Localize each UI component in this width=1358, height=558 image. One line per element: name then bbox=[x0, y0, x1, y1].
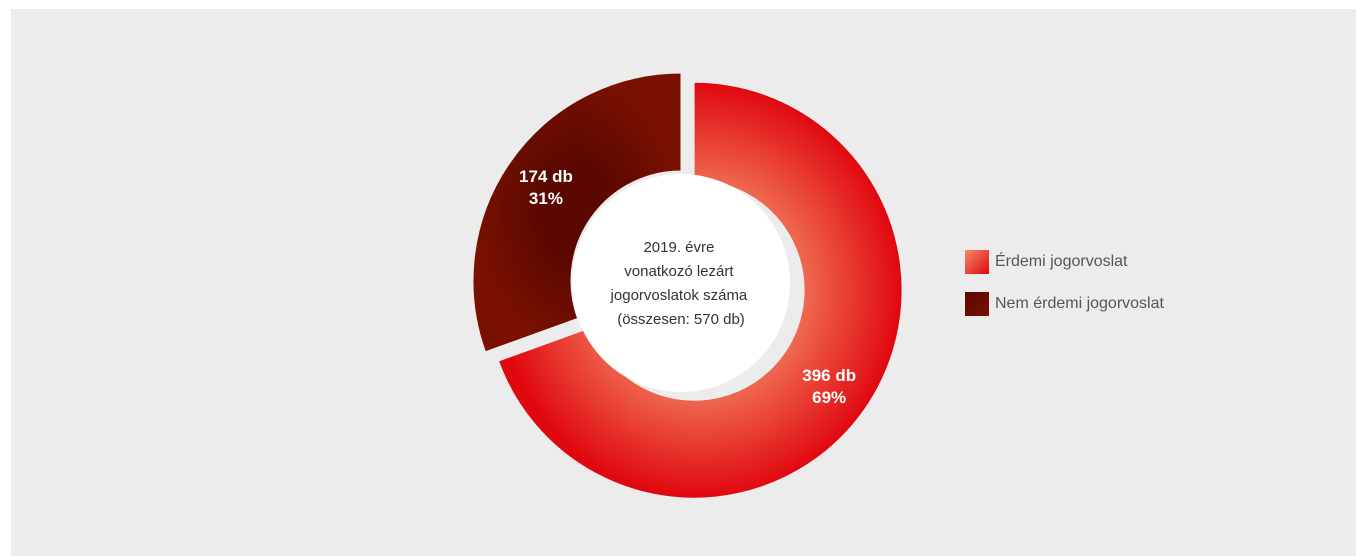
slice-erdemi bbox=[497, 81, 903, 499]
chart-panel: 2019. évre vonatkozó lezárt jogorvoslato… bbox=[11, 9, 1356, 556]
legend-swatch-erdemi bbox=[965, 249, 989, 274]
legend-item-erdemi: Érdemi jogorvoslat bbox=[965, 249, 1164, 274]
legend-swatch-nem-erdemi bbox=[965, 291, 989, 316]
center-line-3: jogorvoslatok száma bbox=[610, 287, 748, 304]
legend: Érdemi jogorvoslat Nem érdemi jogorvosla… bbox=[965, 249, 1164, 333]
center-line-1: 2019. évre bbox=[643, 239, 714, 256]
slice-percent-label-nem-erdemi: 31% bbox=[529, 189, 563, 208]
donut-center-hole bbox=[572, 174, 790, 392]
slice-percent-label-erdemi: 69% bbox=[812, 388, 846, 407]
slice-nem-erdemi bbox=[472, 72, 682, 353]
center-caption: 2019. évre vonatkozó lezárt jogorvoslato… bbox=[610, 239, 752, 328]
legend-item-nem-erdemi: Nem érdemi jogorvoslat bbox=[965, 291, 1164, 316]
legend-label-erdemi: Érdemi jogorvoslat bbox=[995, 252, 1128, 270]
center-line-2: vonatkozó lezárt bbox=[624, 263, 734, 280]
legend-label-nem-erdemi: Nem érdemi jogorvoslat bbox=[995, 294, 1164, 312]
slice-count-label-nem-erdemi: 174 db bbox=[519, 167, 573, 186]
slice-count-label-erdemi: 396 db bbox=[802, 366, 856, 385]
donut-chart: 2019. évre vonatkozó lezárt jogorvoslato… bbox=[472, 72, 903, 499]
center-line-4: (összesen: 570 db) bbox=[617, 311, 745, 328]
